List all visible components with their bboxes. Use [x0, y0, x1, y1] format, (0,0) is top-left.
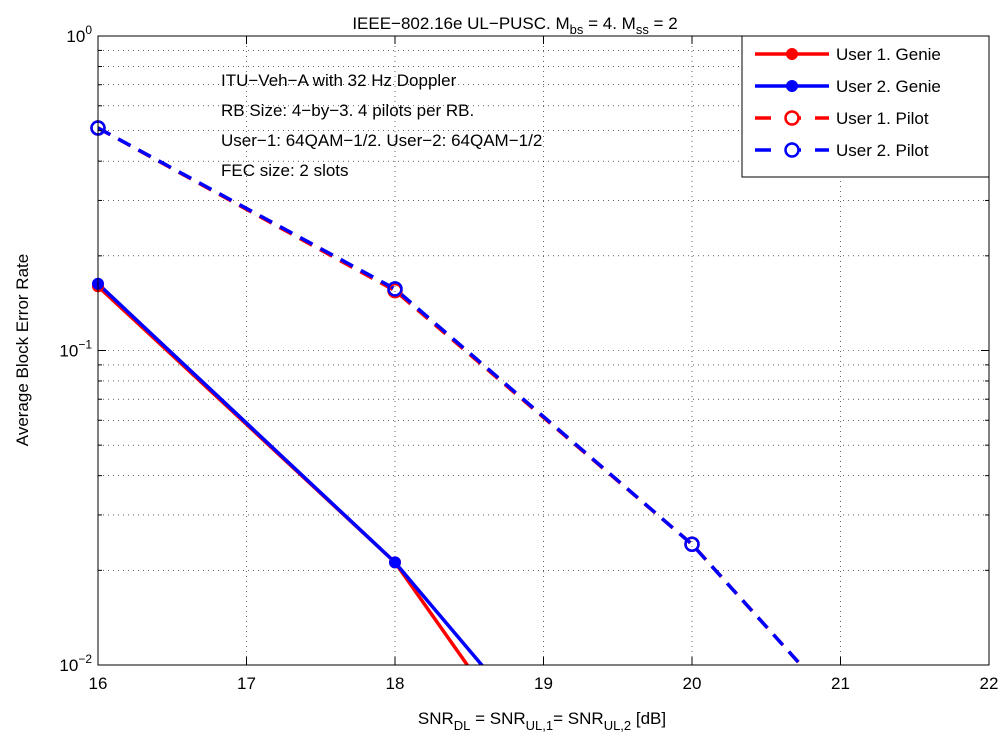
legend-label: User 2. Genie — [836, 77, 941, 96]
grid — [98, 36, 989, 665]
y-tick-label: 100 — [66, 23, 92, 46]
legend-box — [741, 35, 990, 178]
x-tick-label: 21 — [831, 674, 850, 693]
x-tick-label: 22 — [980, 674, 999, 693]
legend-label: User 1. Genie — [836, 45, 941, 64]
series-line — [98, 126, 804, 665]
x-tick-label: 18 — [386, 674, 405, 693]
legend-marker — [786, 48, 798, 60]
annotation-rb-size: RB Size: 4−by−3. 4 pilots per RB. — [221, 101, 474, 120]
x-tick-label: 17 — [237, 674, 256, 693]
legend-marker — [786, 80, 798, 92]
x-tick-label: 19 — [534, 674, 553, 693]
annotation-modulation: User−1: 64QAM−1/2. User−2: 64QAM−1/2 — [221, 131, 542, 150]
x-axis-label: SNRDL = SNRUL,1= SNRUL,2 [dB] — [418, 709, 666, 733]
legend-label: User 2. Pilot — [836, 141, 929, 160]
legend-marker — [784, 110, 800, 126]
legend-label: User 1. Pilot — [836, 109, 929, 128]
legend: User 1. Genie User 2. Genie User 1. Pilot U… — [741, 35, 990, 178]
x-tick-label: 16 — [89, 674, 108, 693]
x-tick-labels: 16 17 18 19 20 21 22 — [89, 674, 999, 693]
data-point — [389, 556, 401, 569]
y-tick-labels: 100 10−1 10−2 — [59, 23, 92, 675]
legend-marker — [784, 142, 800, 158]
chart-title: IEEE−802.16e UL−PUSC. Mbs = 4. Mss = 2 — [352, 14, 677, 37]
y-tick-label: 10−2 — [59, 652, 92, 675]
data-point — [387, 281, 403, 297]
data-point — [684, 536, 700, 553]
y-tick-label: 10−1 — [59, 338, 92, 361]
annotation-block: ITU−Veh−A with 32 Hz Doppler RB Size: 4−… — [221, 71, 542, 180]
y-axis-label: Average Block Error Rate — [13, 254, 32, 446]
x-tick-label: 20 — [683, 674, 702, 693]
annotation-fec-size: FEC size: 2 slots — [221, 161, 349, 180]
annotation-channel: ITU−Veh−A with 32 Hz Doppler — [221, 71, 457, 90]
